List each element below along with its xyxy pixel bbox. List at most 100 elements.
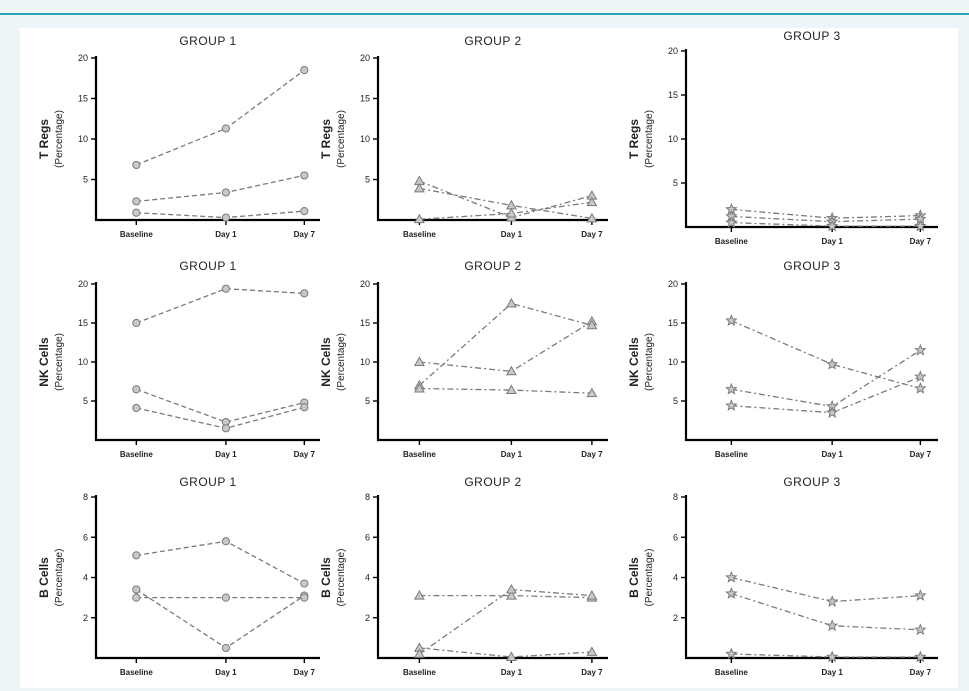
axis-lines bbox=[376, 282, 608, 442]
data-point-star bbox=[825, 619, 839, 632]
chart-title: GROUP 3 bbox=[783, 475, 840, 489]
data-point-star bbox=[914, 381, 927, 394]
data-point-triangle bbox=[586, 646, 598, 656]
y-tick-label: 15 bbox=[78, 318, 88, 328]
series-line-1 bbox=[731, 320, 921, 390]
y-tick-label: 20 bbox=[360, 53, 370, 63]
y-tick-label: 2 bbox=[365, 613, 370, 623]
x-tick-label: Baseline bbox=[715, 450, 748, 459]
axis-lines bbox=[376, 56, 608, 222]
data-point-star bbox=[914, 219, 927, 232]
data-point-circle bbox=[300, 593, 309, 602]
x-tick-label: Baseline bbox=[120, 230, 153, 239]
series-line-1 bbox=[136, 288, 305, 324]
y-axis-sublabel: (Percentage) bbox=[336, 333, 347, 391]
x-tick-label: Baseline bbox=[120, 668, 153, 677]
x-tick-label: Day 1 bbox=[215, 668, 237, 677]
data-point-circle bbox=[300, 403, 309, 412]
x-tick-label: Day 1 bbox=[821, 237, 843, 246]
data-point-circle bbox=[221, 213, 231, 222]
x-tick-label: Day 1 bbox=[215, 230, 237, 239]
data-point-circle bbox=[300, 206, 309, 216]
y-tick-label: 4 bbox=[673, 573, 678, 583]
chart-panel-7: GROUP 1 B Cells (Percentage) 2 4 6 8 Baseline Da… bbox=[37, 475, 320, 677]
y-axis-label: T Regs bbox=[627, 119, 641, 159]
y-tick-label: 15 bbox=[78, 94, 88, 104]
data-point-triangle bbox=[586, 212, 598, 223]
chart-panel-6: GROUP 3 NK Cells (Percentage) 5 10 15 20 Baseli… bbox=[627, 259, 938, 459]
y-tick-label: 6 bbox=[365, 532, 370, 542]
x-tick-label: Baseline bbox=[403, 450, 436, 459]
axis-lines bbox=[684, 49, 938, 229]
data-point-star bbox=[825, 357, 839, 370]
chart-panel-1: GROUP 1 T Regs (Percentage) 5 10 15 20 Baseline… bbox=[37, 34, 320, 239]
data-point-star bbox=[825, 219, 839, 232]
series-line-1 bbox=[136, 540, 305, 585]
chart-title: GROUP 1 bbox=[179, 475, 236, 489]
y-axis-sublabel: (Percentage) bbox=[54, 333, 65, 391]
data-point-circle bbox=[132, 385, 141, 394]
data-point-circle bbox=[221, 593, 231, 602]
data-point-star bbox=[914, 343, 927, 356]
data-point-circle bbox=[132, 585, 141, 594]
axis-lines bbox=[94, 282, 320, 442]
series-line-3 bbox=[731, 221, 921, 227]
x-tick-label: Baseline bbox=[715, 668, 748, 677]
data-point-circle bbox=[132, 551, 141, 560]
data-point-triangle bbox=[505, 590, 517, 600]
chart-panel-8: GROUP 2 B Cells (Percentage) 2 4 6 8 Baseline Da… bbox=[319, 475, 608, 677]
axis-lines bbox=[376, 495, 608, 660]
x-tick-label: Day 7 bbox=[910, 450, 932, 459]
y-axis-sublabel: (Percentage) bbox=[336, 110, 347, 168]
chart-title: GROUP 2 bbox=[464, 475, 521, 489]
series-line-2 bbox=[731, 592, 921, 631]
y-tick-label: 15 bbox=[668, 318, 678, 328]
series-line-2 bbox=[136, 174, 305, 203]
y-tick-label: 5 bbox=[673, 396, 678, 406]
y-axis-sublabel: (Percentage) bbox=[336, 549, 347, 607]
y-tick-label: 20 bbox=[360, 279, 370, 289]
data-point-triangle bbox=[413, 648, 425, 658]
data-point-circle bbox=[132, 403, 141, 413]
data-point-circle bbox=[300, 171, 309, 180]
data-point-circle bbox=[221, 284, 231, 293]
y-tick-label: 10 bbox=[668, 134, 678, 144]
data-point-triangle bbox=[413, 356, 425, 366]
data-point-star bbox=[914, 623, 927, 636]
chart-panel-5: GROUP 2 NK Cells (Percentage) 5 10 15 20 Baseli… bbox=[319, 259, 608, 459]
data-point-star bbox=[725, 647, 738, 660]
y-axis-label: B Cells bbox=[627, 557, 641, 598]
chart-panel-9: GROUP 3 B Cells (Percentage) 2 4 6 8 Baseline Da… bbox=[627, 475, 938, 677]
series-line-3 bbox=[136, 210, 305, 219]
series-line-3 bbox=[136, 406, 305, 429]
x-tick-label: Day 1 bbox=[215, 450, 237, 459]
data-point-circle bbox=[300, 66, 309, 75]
data-point-star bbox=[725, 382, 738, 395]
y-tick-label: 8 bbox=[83, 492, 88, 502]
axis-lines bbox=[684, 495, 938, 660]
data-point-triangle bbox=[505, 297, 517, 308]
x-tick-label: Day 7 bbox=[581, 230, 603, 239]
data-point-circle bbox=[221, 537, 231, 546]
y-tick-label: 2 bbox=[83, 613, 88, 623]
y-axis-label: T Regs bbox=[37, 119, 51, 159]
y-tick-label: 15 bbox=[360, 94, 370, 104]
series-line-2 bbox=[135, 589, 305, 649]
axis-lines bbox=[684, 282, 938, 442]
y-tick-label: 5 bbox=[365, 175, 370, 185]
data-point-circle bbox=[221, 124, 231, 133]
y-axis-sublabel: (Percentage) bbox=[644, 549, 655, 607]
data-point-circle bbox=[221, 424, 231, 433]
series-line-1 bbox=[136, 69, 305, 166]
data-point-star bbox=[825, 406, 839, 418]
series-line-2 bbox=[136, 388, 305, 423]
x-tick-label: Day 7 bbox=[294, 668, 316, 677]
series-line-1 bbox=[731, 576, 921, 603]
data-point-triangle bbox=[505, 199, 517, 210]
x-tick-label: Day 7 bbox=[581, 668, 603, 677]
series-line-3 bbox=[419, 201, 592, 220]
y-axis-label: NK Cells bbox=[627, 337, 641, 387]
y-axis-sublabel: (Percentage) bbox=[54, 110, 65, 168]
series-line-1 bbox=[419, 180, 593, 219]
